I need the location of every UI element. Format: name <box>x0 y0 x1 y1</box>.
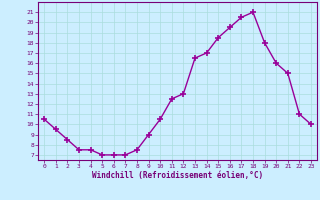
X-axis label: Windchill (Refroidissement éolien,°C): Windchill (Refroidissement éolien,°C) <box>92 171 263 180</box>
